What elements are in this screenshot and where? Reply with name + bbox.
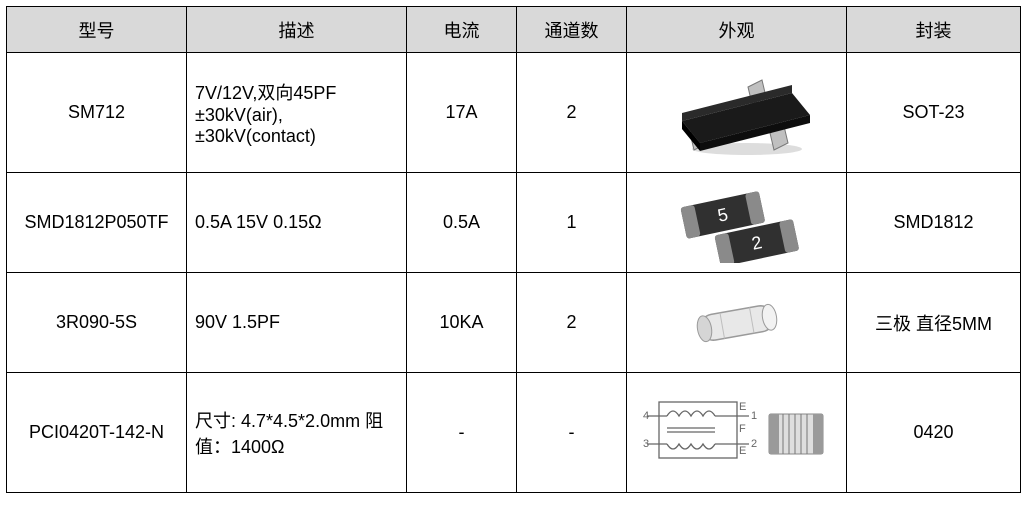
gdt-icon — [682, 298, 792, 348]
cell-model: PCI0420T-142-N — [7, 373, 187, 493]
cell-package: SOT-23 — [847, 53, 1021, 173]
cell-desc: 7V/12V,双向45PF ±30kV(air), ±30kV(contact) — [187, 53, 407, 173]
svg-text:E: E — [739, 445, 746, 457]
svg-text:4: 4 — [643, 410, 649, 422]
table-row: SMD1812P050TF 0.5A 15V 0.15Ω 0.5A 1 5 — [7, 173, 1021, 273]
cell-package: 0420 — [847, 373, 1021, 493]
table-row: SM712 7V/12V,双向45PF ±30kV(air), ±30kV(co… — [7, 53, 1021, 173]
svg-text:2: 2 — [751, 438, 757, 450]
table-header-row: 型号 描述 电流 通道数 外观 封装 — [7, 7, 1021, 53]
component-spec-table: 型号 描述 电流 通道数 外观 封装 SM712 7V/12V,双向45PF ±… — [6, 6, 1021, 493]
cell-package: SMD1812 — [847, 173, 1021, 273]
col-model: 型号 — [7, 7, 187, 53]
svg-text:3: 3 — [643, 438, 649, 450]
svg-text:F: F — [739, 423, 746, 435]
col-package: 封装 — [847, 7, 1021, 53]
cell-channels: - — [517, 373, 627, 493]
cell-appearance: 4 3 E F E 1 2 — [627, 373, 847, 493]
cell-channels: 1 — [517, 173, 627, 273]
sot23-icon — [652, 63, 822, 163]
col-appearance: 外观 — [627, 7, 847, 53]
cell-desc: 0.5A 15V 0.15Ω — [187, 173, 407, 273]
cell-appearance: 5 2 — [627, 173, 847, 273]
cell-appearance — [627, 53, 847, 173]
cell-current: - — [407, 373, 517, 493]
smd1812-icon: 5 2 — [662, 183, 812, 263]
col-channels: 通道数 — [517, 7, 627, 53]
cell-appearance — [627, 273, 847, 373]
table-row: 3R090-5S 90V 1.5PF 10KA 2 三极 直径5MM — [7, 273, 1021, 373]
choke-icon: 4 3 E F E 1 2 — [637, 388, 837, 478]
cell-desc: 尺寸: 4.7*4.5*2.0mm 阻值：1400Ω — [187, 373, 407, 493]
svg-text:E: E — [739, 401, 746, 413]
cell-package: 三极 直径5MM — [847, 273, 1021, 373]
cell-model: SMD1812P050TF — [7, 173, 187, 273]
cell-current: 10KA — [407, 273, 517, 373]
svg-text:1: 1 — [751, 410, 757, 422]
col-current: 电流 — [407, 7, 517, 53]
cell-model: 3R090-5S — [7, 273, 187, 373]
col-desc: 描述 — [187, 7, 407, 53]
cell-channels: 2 — [517, 273, 627, 373]
cell-channels: 2 — [517, 53, 627, 173]
cell-model: SM712 — [7, 53, 187, 173]
table-row: PCI0420T-142-N 尺寸: 4.7*4.5*2.0mm 阻值：1400… — [7, 373, 1021, 493]
cell-desc: 90V 1.5PF — [187, 273, 407, 373]
cell-current: 17A — [407, 53, 517, 173]
cell-current: 0.5A — [407, 173, 517, 273]
